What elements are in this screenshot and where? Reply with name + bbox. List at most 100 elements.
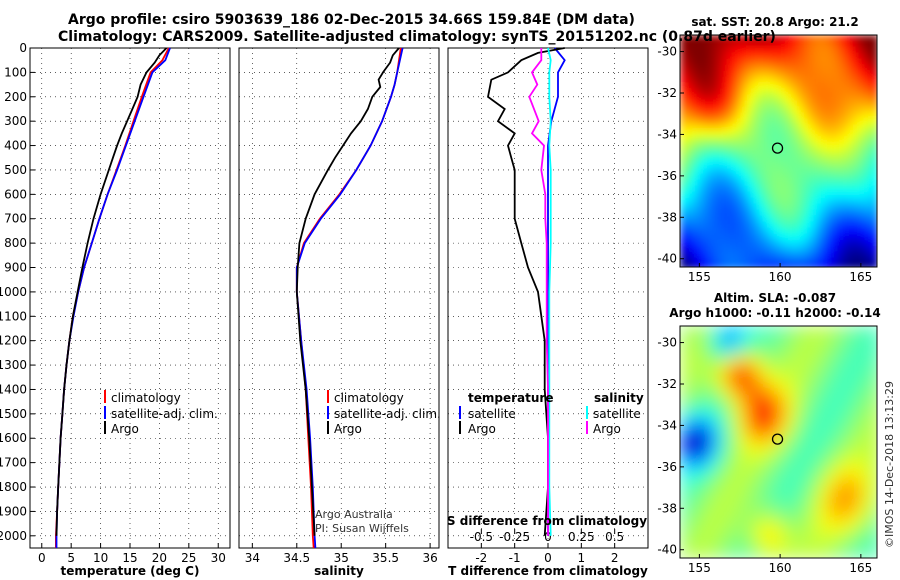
- field-cell: [704, 550, 713, 558]
- sst-map-title: sat. SST: 20.8 Argo: 21.2: [691, 15, 858, 29]
- field-cell: [704, 191, 711, 198]
- field-cell: [808, 518, 817, 527]
- y-tick-label: 900: [4, 261, 27, 275]
- field-cell: [770, 179, 777, 186]
- field-cell: [864, 462, 873, 471]
- field-cell: [680, 422, 689, 431]
- field-cell: [788, 221, 795, 228]
- field-cell: [736, 502, 745, 511]
- field-cell: [818, 47, 825, 54]
- field-cell: [856, 534, 865, 543]
- field-cell: [832, 358, 841, 367]
- field-cell: [740, 167, 747, 174]
- field-cell: [698, 101, 705, 108]
- field-cell: [752, 342, 761, 351]
- field-cell: [696, 446, 705, 455]
- field-cell: [836, 263, 843, 267]
- field-cell: [806, 125, 813, 132]
- field-cell: [832, 334, 841, 343]
- field-cell: [830, 71, 837, 78]
- field-cell: [734, 101, 741, 108]
- y-tick-label: 100: [4, 65, 27, 79]
- s-tick-label: 0.25: [568, 530, 595, 544]
- field-cell: [800, 438, 809, 447]
- field-cell: [736, 430, 745, 439]
- field-cell: [824, 542, 833, 551]
- field-cell: [760, 438, 769, 447]
- field-cell: [686, 137, 693, 144]
- field-cell: [688, 462, 697, 471]
- field-cell: [758, 119, 765, 126]
- sla-map-panel: Altim. SLA: -0.087 Argo h1000: -0.11 h20…: [657, 291, 880, 575]
- field-cell: [800, 227, 807, 234]
- field-cell: [866, 197, 873, 204]
- field-cell: [792, 366, 801, 375]
- field-cell: [856, 454, 865, 463]
- field-cell: [854, 41, 861, 48]
- field-cell: [720, 438, 729, 447]
- field-cell: [784, 390, 793, 399]
- field-cell: [830, 83, 837, 90]
- field-cell: [686, 221, 693, 228]
- field-cell: [840, 526, 849, 535]
- field-cell: [836, 41, 843, 48]
- field-cell: [872, 478, 877, 487]
- field-cell: [686, 149, 693, 156]
- field-cell: [866, 215, 873, 222]
- field-cell: [784, 342, 793, 351]
- field-cell: [794, 179, 801, 186]
- field-cell: [854, 83, 861, 90]
- field-cell: [752, 438, 761, 447]
- field-cell: [716, 173, 723, 180]
- field-cell: [764, 245, 771, 252]
- field-cell: [680, 77, 687, 84]
- field-cell: [864, 502, 873, 511]
- field-cell: [770, 95, 777, 102]
- field-cell: [812, 131, 819, 138]
- field-cell: [744, 462, 753, 471]
- field-cell: [866, 65, 873, 72]
- field-cell: [842, 83, 849, 90]
- field-cell: [776, 382, 785, 391]
- field-cell: [842, 71, 849, 78]
- field-cell: [830, 185, 837, 192]
- field-cell: [836, 197, 843, 204]
- field-cell: [698, 95, 705, 102]
- field-cell: [710, 137, 717, 144]
- field-cell: [800, 462, 809, 471]
- field-cell: [792, 518, 801, 527]
- field-cell: [758, 257, 765, 264]
- field-cell: [854, 257, 861, 264]
- field-cell: [704, 233, 711, 240]
- field-cell: [784, 542, 793, 551]
- field-cell: [784, 454, 793, 463]
- field-cell: [712, 486, 721, 495]
- field-cell: [712, 326, 721, 335]
- field-cell: [812, 65, 819, 72]
- field-cell: [848, 358, 857, 367]
- field-cell: [752, 101, 759, 108]
- field-cell: [812, 227, 819, 234]
- field-cell: [776, 510, 785, 519]
- field-cell: [710, 59, 717, 66]
- field-cell: [848, 494, 857, 503]
- field-cell: [800, 77, 807, 84]
- field-cell: [728, 239, 735, 246]
- field-cell: [746, 197, 753, 204]
- field-cell: [792, 486, 801, 495]
- field-cell: [758, 221, 765, 228]
- field-cell: [722, 257, 729, 264]
- field-cell: [840, 438, 849, 447]
- field-cell: [848, 167, 855, 174]
- field-cell: [680, 398, 689, 407]
- field-cell: [860, 77, 867, 84]
- field-cell: [824, 113, 831, 120]
- field-cell: [806, 107, 813, 114]
- field-cell: [832, 366, 841, 375]
- field-cell: [872, 430, 877, 439]
- field-cell: [728, 233, 735, 240]
- field-cell: [824, 89, 831, 96]
- field-cell: [830, 125, 837, 132]
- field-cell: [770, 221, 777, 228]
- field-cell: [760, 398, 769, 407]
